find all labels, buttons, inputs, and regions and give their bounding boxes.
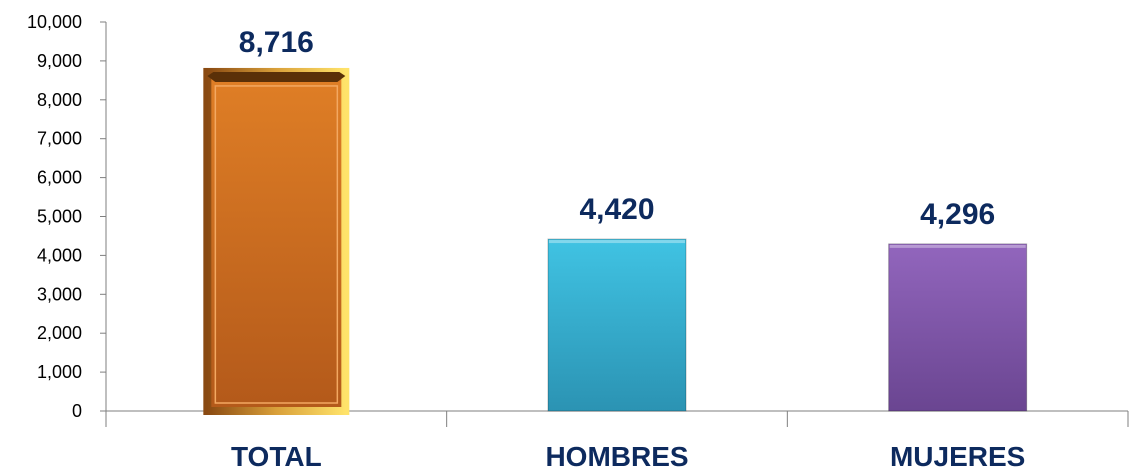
data-label-mujeres: 4,296 — [920, 198, 995, 231]
y-tick-label: 7,000 — [37, 129, 82, 149]
bar-hombres-outline — [547, 238, 687, 412]
x-ticks — [105, 411, 1129, 427]
bars — [203, 67, 1028, 415]
bar-hombres — [547, 238, 687, 412]
bar-total-top-bevel — [207, 71, 346, 82]
data-labels: 8,716 4,420 4,296 — [239, 26, 995, 231]
category-label-mujeres: MUJERES — [890, 441, 1025, 472]
y-tick-label: 1,000 — [37, 362, 82, 382]
category-label-total: TOTAL — [231, 441, 322, 472]
bar-mujeres-highlight — [889, 244, 1026, 248]
data-label-total: 8,716 — [239, 26, 314, 59]
y-tick-label: 5,000 — [37, 207, 82, 227]
y-tick-label: 0 — [72, 401, 82, 421]
bar-mujeres-body — [888, 243, 1027, 411]
y-tick-label: 3,000 — [37, 284, 82, 304]
y-tick-label: 9,000 — [37, 51, 82, 71]
bar-hombres-body — [548, 239, 686, 411]
y-tick-label: 10,000 — [27, 12, 82, 32]
bar-hombres-highlight — [549, 240, 685, 244]
bar-mujeres — [888, 243, 1028, 412]
y-tick-label: 4,000 — [37, 245, 82, 265]
bar-total-body — [207, 71, 346, 411]
category-labels: TOTAL HOMBRES MUJERES — [231, 441, 1025, 472]
category-label-hombres: HOMBRES — [545, 441, 688, 472]
bar-total — [203, 67, 350, 415]
bar-mujeres-outline — [888, 243, 1028, 412]
bar-total-inner-frame — [214, 85, 339, 404]
data-label-hombres: 4,420 — [579, 193, 654, 226]
y-ticks: 0 1,000 2,000 3,000 4,000 5,000 6,000 7,000 8,00… — [27, 12, 106, 421]
y-tick-label: 2,000 — [37, 323, 82, 343]
y-tick-label: 8,000 — [37, 90, 82, 110]
y-tick-label: 6,000 — [37, 168, 82, 188]
